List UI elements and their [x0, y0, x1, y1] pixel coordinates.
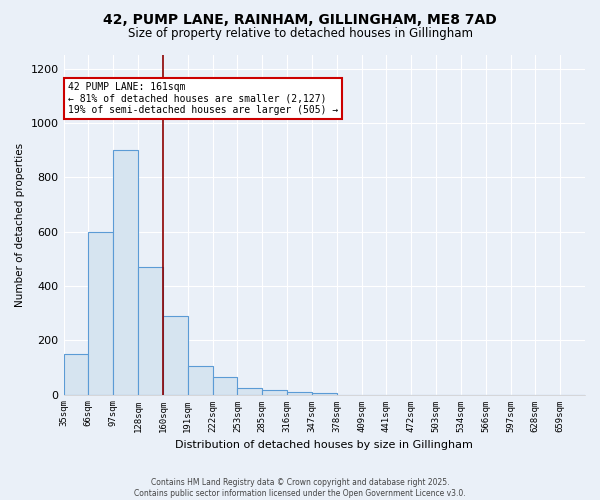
- Bar: [113, 150, 138, 394]
- Y-axis label: Number of detached properties: Number of detached properties: [15, 142, 25, 307]
- Text: Size of property relative to detached houses in Gillingham: Size of property relative to detached ho…: [128, 28, 473, 40]
- Bar: [138, 267, 163, 394]
- X-axis label: Distribution of detached houses by size in Gillingham: Distribution of detached houses by size …: [175, 440, 473, 450]
- Bar: [163, 316, 188, 394]
- Bar: [287, 392, 312, 394]
- Bar: [262, 390, 287, 394]
- Text: Contains HM Land Registry data © Crown copyright and database right 2025.
Contai: Contains HM Land Registry data © Crown c…: [134, 478, 466, 498]
- Text: 42 PUMP LANE: 161sqm
← 81% of detached houses are smaller (2,127)
19% of semi-de: 42 PUMP LANE: 161sqm ← 81% of detached h…: [68, 82, 338, 116]
- Bar: [238, 388, 262, 394]
- Bar: [188, 366, 212, 394]
- Bar: [312, 393, 337, 394]
- Text: 42, PUMP LANE, RAINHAM, GILLINGHAM, ME8 7AD: 42, PUMP LANE, RAINHAM, GILLINGHAM, ME8 …: [103, 12, 497, 26]
- Bar: [212, 377, 238, 394]
- Bar: [64, 354, 88, 395]
- Bar: [88, 232, 113, 394]
